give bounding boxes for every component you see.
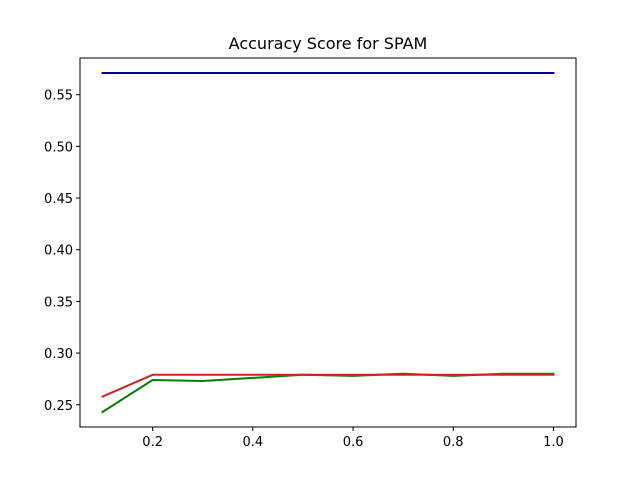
x-tick-label: 0.8 xyxy=(443,435,464,450)
series-layer xyxy=(101,71,555,414)
x-tick-label: 1.0 xyxy=(543,435,564,450)
x-tick-label: 0.6 xyxy=(343,435,364,450)
y-tick-label: 0.25 xyxy=(44,399,73,414)
y-tick-label: 0.45 xyxy=(44,192,73,207)
y-tick-label: 0.55 xyxy=(44,89,73,104)
x-tick-label: 0.4 xyxy=(243,435,264,450)
y-tick-label: 0.35 xyxy=(44,295,73,310)
y-tick-label: 0.40 xyxy=(44,244,73,259)
x-tick-label: 0.2 xyxy=(142,435,163,450)
y-tick-label: 0.30 xyxy=(44,347,73,362)
chart-title: Accuracy Score for SPAM xyxy=(229,34,428,53)
plot-area-frame xyxy=(79,57,577,428)
axis-layer: 0.2 0.4 0.6 0.8 1.0 0.25 0.30 0.35 0.40 0.45 0.50 0… xyxy=(44,89,564,450)
y-tick-label: 0.50 xyxy=(44,140,73,155)
series-line-3 xyxy=(101,373,555,398)
